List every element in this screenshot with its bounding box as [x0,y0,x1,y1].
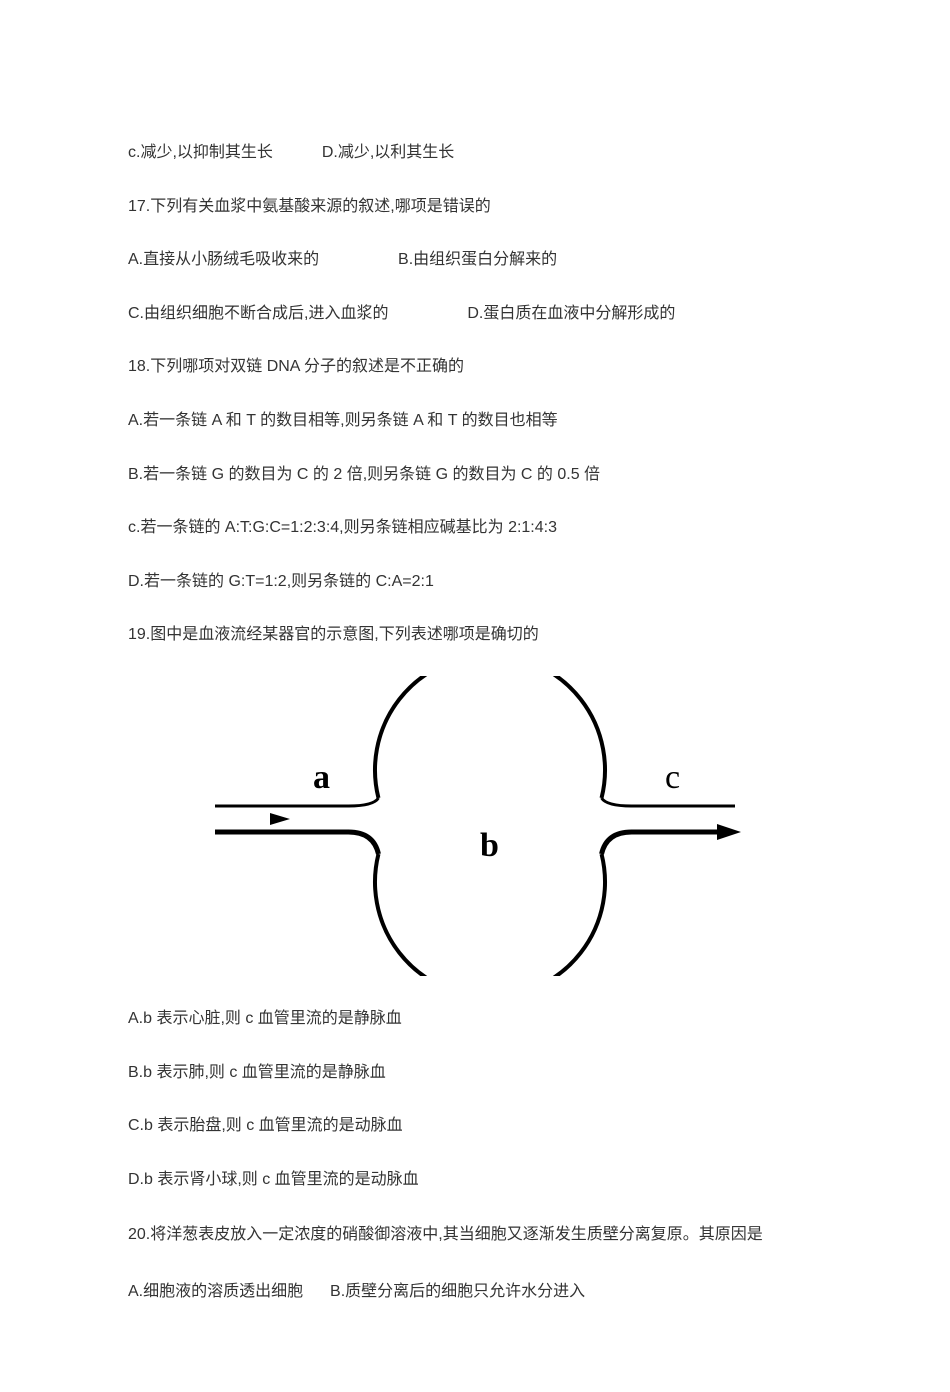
q17-opt-a: A.直接从小肠绒毛吸收来的 [128,251,319,268]
q20-opt-a: A.细胞液的溶质透出细胞 [128,1283,303,1300]
q19-diagram: a b c [195,676,755,976]
q18-opt-a: A.若一条链 A 和 T 的数目相等,则另条链 A 和 T 的数目也相等 [80,408,870,434]
q16-options-cd: c.减少,以抑制其生长 D.减少,以利其生长 [80,140,870,166]
q17-opt-b: B.由组织蛋白分解来的 [398,251,557,268]
q19-opt-c: C.b 表示胎盘,则 c 血管里流的是动脉血 [80,1113,870,1139]
q18-opt-c: c.若一条链的 A:T:G:C=1:2:3:4,则另条链相应碱基比为 2:1:4… [80,515,870,541]
svg-text:b: b [480,827,499,864]
q17-opt-d: D.蛋白质在血液中分解形成的 [467,305,675,322]
q17-stem: 17.下列有关血浆中氨基酸来源的叙述,哪项是错误的 [80,194,870,220]
q17-opt-c: C.由组织细胞不断合成后,进入血浆的 [128,305,388,322]
svg-text:c: c [665,759,680,796]
svg-text:a: a [313,759,330,796]
q19-opt-a: A.b 表示心脏,则 c 血管里流的是静脉血 [80,1006,870,1032]
q16-opt-d: D.减少,以利其生长 [322,144,454,161]
q20-stem: 20.将洋葱表皮放入一定浓度的硝酸御溶液中,其当细胞又逐渐发生质壁分离复原。其原… [80,1220,870,1250]
q19-opt-b: B.b 表示肺,则 c 血管里流的是静脉血 [80,1060,870,1086]
q20-opt-b: B.质壁分离后的细胞只允许水分进入 [330,1283,585,1300]
q17-options-cd: C.由组织细胞不断合成后,进入血浆的 D.蛋白质在血液中分解形成的 [80,301,870,327]
q20-stem-text: 20.将洋葱表皮放入一定浓度的硝酸御溶液中,其当细胞又逐渐发生质壁分离复原。其原… [128,1226,763,1243]
q17-options-ab: A.直接从小肠绒毛吸收来的 B.由组织蛋白分解来的 [80,247,870,273]
q19-stem: 19.图中是血液流经某器官的示意图,下列表述哪项是确切的 [80,622,870,648]
q18-opt-d: D.若一条链的 G:T=1:2,则另条链的 C:A=2:1 [80,569,870,595]
q16-opt-c: c.减少,以抑制其生长 [128,144,273,161]
q18-stem: 18.下列哪项对双链 DNA 分子的叙述是不正确的 [80,354,870,380]
q18-opt-b: B.若一条链 G 的数目为 C 的 2 倍,则另条链 G 的数目为 C 的 0.… [80,462,870,488]
q19-opt-d: D.b 表示肾小球,则 c 血管里流的是动脉血 [80,1167,870,1193]
q20-options-ab: A.细胞液的溶质透出细胞 B.质壁分离后的细胞只允许水分进入 [80,1279,870,1305]
